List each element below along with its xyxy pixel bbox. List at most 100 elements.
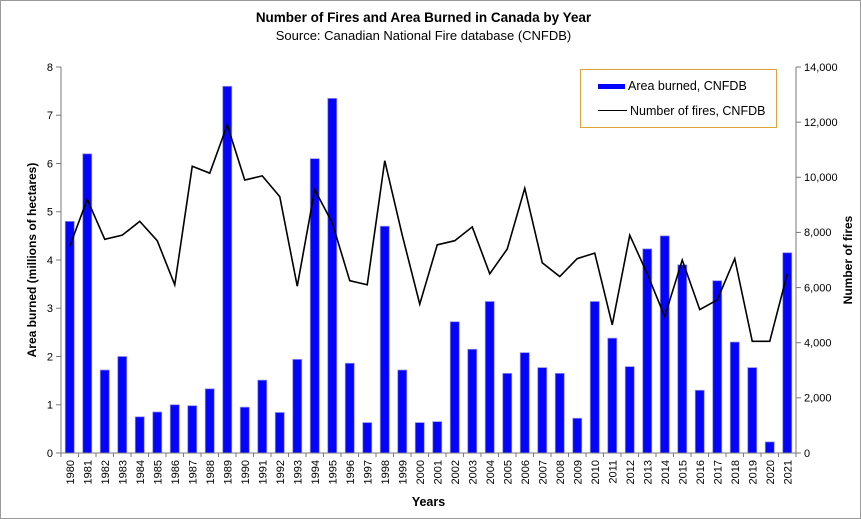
x-axis-year-label: 2017	[712, 460, 724, 484]
x-axis-year-label: 1995	[327, 460, 339, 484]
left-axis-tick-label: 8	[47, 62, 53, 74]
x-axis-year-label: 1983	[117, 460, 129, 484]
legend-item-fires: Number of fires, CNFDB	[598, 104, 776, 118]
x-axis-year-label: 1997	[362, 460, 374, 484]
area-burned-bar-1989	[222, 85, 233, 454]
area-burned-bar-2002	[449, 321, 460, 454]
area-burned-bar-2005	[502, 373, 513, 454]
x-axis-year-label: 2003	[467, 460, 479, 484]
x-axis-year-label: 2007	[537, 460, 549, 484]
area-burned-bar-1993	[292, 359, 303, 454]
x-axis-year-label: 2001	[432, 460, 444, 484]
right-axis-tick-label: 6,000	[804, 282, 832, 294]
left-axis-tick-label: 6	[47, 158, 53, 170]
area-burned-bar-1982	[99, 369, 110, 454]
area-burned-bar-2012	[624, 366, 635, 454]
area-burned-bar-2003	[467, 348, 478, 454]
area-burned-bar-2007	[537, 367, 548, 454]
x-axis-year-label: 2010	[590, 460, 602, 484]
area-burned-bar-2001	[432, 421, 443, 454]
x-axis-year-label: 1981	[82, 460, 94, 484]
x-axis-year-label: 2006	[520, 460, 532, 484]
x-axis-year-label: 1985	[152, 460, 164, 484]
left-axis-tick-label: 4	[47, 255, 53, 267]
x-axis-year-label: 2002	[450, 460, 462, 484]
right-axis-tick-label: 8,000	[804, 227, 832, 239]
area-burned-bar-2014	[659, 235, 670, 454]
area-burned-bar-2000	[414, 422, 425, 454]
left-axis-tick-label: 1	[47, 400, 53, 412]
area-burned-bar-1987	[187, 405, 198, 454]
x-axis-year-label: 1994	[310, 460, 322, 484]
x-axis-year-label: 1998	[380, 460, 392, 484]
right-axis-title: Number of fires	[841, 215, 855, 305]
x-axis-year-label: 1980	[65, 460, 77, 484]
x-axis-year-label: 2000	[415, 460, 427, 484]
x-axis-year-label: 1991	[257, 460, 269, 484]
area-burned-bar-2015	[677, 264, 688, 454]
area-burned-bar-1999	[397, 369, 408, 454]
right-axis-tick-label: 14,000	[804, 62, 838, 74]
area-burned-bar-2011	[607, 337, 618, 454]
x-axis-year-label: 2019	[747, 460, 759, 484]
left-axis-tick-label: 5	[47, 207, 53, 219]
x-axis-year-label: 2012	[625, 460, 637, 484]
area-burned-bar-1997	[362, 422, 373, 454]
left-axis-title: Area burned (millions of hectares)	[25, 162, 39, 358]
legend: Area burned, CNFDB Number of fires, CNFD…	[580, 69, 777, 128]
x-axis-year-label: 2018	[730, 460, 742, 484]
x-axis-year-label: 1999	[397, 460, 409, 484]
x-axis-year-label: 2020	[765, 460, 777, 484]
area-burned-bar-1996	[344, 362, 355, 454]
x-axis-year-label: 2008	[555, 460, 567, 484]
x-axis-year-label: 1982	[100, 460, 112, 484]
area-burned-bar-2019	[747, 367, 758, 454]
area-burned-bar-2017	[712, 280, 723, 454]
area-burned-bar-1984	[134, 416, 145, 454]
chart-subtitle: Source: Canadian National Fire database …	[275, 28, 572, 43]
area-burned-bar-1980	[64, 221, 75, 454]
area-burned-bar-1988	[204, 388, 215, 454]
area-burned-bar-2008	[554, 373, 565, 454]
x-axis-year-label: 2009	[572, 460, 584, 484]
area-burned-bar-1985	[152, 411, 163, 454]
right-axis-tick-label: 2,000	[804, 393, 832, 405]
x-axis-year-label: 2011	[607, 460, 619, 484]
legend-item-area-burned: Area burned, CNFDB	[598, 79, 776, 93]
left-axis-tick-label: 2	[47, 351, 53, 363]
x-axis-year-label: 1996	[345, 460, 357, 484]
x-axis-year-label: 2013	[642, 460, 654, 484]
fires-line-swatch	[598, 110, 627, 112]
area-burned-legend-label: Area burned, CNFDB	[628, 79, 747, 94]
area-burned-bar-2020	[764, 441, 775, 454]
x-axis-year-label: 1990	[240, 460, 252, 484]
area-burned-bar-1990	[239, 406, 250, 454]
right-axis-tick-label: 10,000	[804, 172, 838, 184]
right-axis-tick-label: 0	[804, 448, 810, 460]
area-burned-bar-2004	[484, 301, 495, 454]
x-axis-year-label: 2005	[502, 460, 514, 484]
area-burned-bar-1992	[274, 412, 285, 454]
x-axis-year-label: 2021	[782, 460, 794, 484]
left-axis-tick-label: 3	[47, 303, 53, 315]
left-axis-tick-label: 0	[47, 448, 53, 460]
area-burned-bar-1998	[379, 225, 390, 454]
fires-line	[69, 122, 789, 343]
area-burned-bar-1995	[327, 97, 338, 454]
x-axis-year-label: 1992	[275, 460, 287, 484]
right-axis-tick-label: 12,000	[804, 117, 838, 129]
left-axis-tick-label: 7	[47, 110, 53, 122]
x-axis-year-label: 2014	[660, 460, 672, 484]
area-burned-bar-2009	[572, 417, 583, 454]
area-burned-bar-2018	[729, 341, 740, 454]
area-burned-bar-2010	[589, 301, 600, 454]
x-axis-year-label: 1989	[222, 460, 234, 484]
area-burned-bar-1983	[117, 356, 128, 454]
area-burned-bar-2006	[519, 352, 530, 454]
area-burned-bar-1991	[257, 379, 268, 454]
area-burned-bar-2016	[694, 389, 705, 454]
area-burned-bar-1986	[169, 404, 180, 454]
x-axis-year-label: 2016	[695, 460, 707, 484]
x-axis-year-label: 1993	[292, 460, 304, 484]
